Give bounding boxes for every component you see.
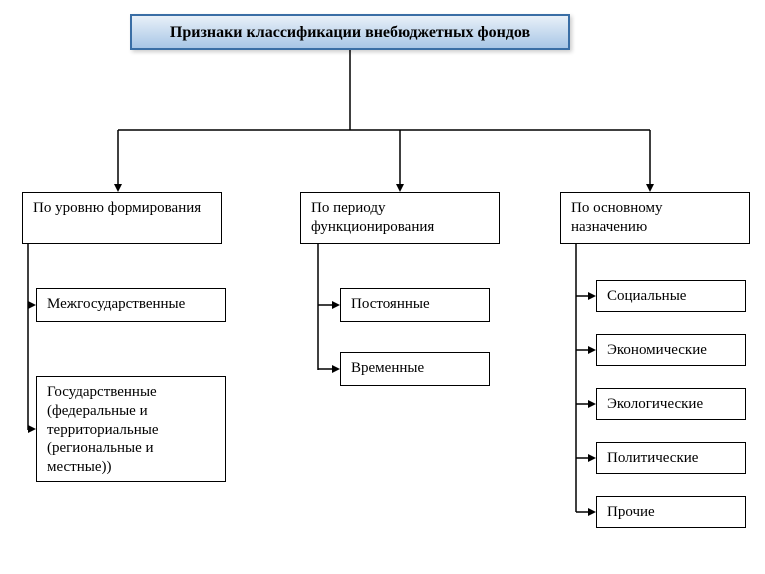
branch-header: По уровню формирования [22, 192, 222, 244]
leaf-node: Временные [340, 352, 490, 386]
leaf-node: Экономические [596, 334, 746, 366]
leaf-node: Государственные (федеральные и территори… [36, 376, 226, 482]
leaf-text: Политические [607, 450, 698, 466]
leaf-text: Межгосударственные [47, 296, 185, 312]
leaf-text: Государственные (федеральные и территори… [47, 384, 159, 475]
branch-header-text: По уровню формирования [33, 200, 201, 216]
leaf-text: Временные [351, 360, 424, 376]
leaf-node: Политические [596, 442, 746, 474]
leaf-text: Постоянные [351, 296, 430, 312]
branch-header: По основному назначению [560, 192, 750, 244]
leaf-node: Межгосударственные [36, 288, 226, 322]
leaf-node: Социальные [596, 280, 746, 312]
branch-header: По периоду функционирования [300, 192, 500, 244]
branch-header-text: По периоду функционирования [311, 200, 434, 235]
branch-header-text: По основному назначению [571, 200, 662, 235]
leaf-text: Прочие [607, 504, 655, 520]
leaf-text: Социальные [607, 288, 686, 304]
leaf-node: Постоянные [340, 288, 490, 322]
leaf-text: Экономические [607, 342, 707, 358]
leaf-node: Экологические [596, 388, 746, 420]
title-box: Признаки классификации внебюджетных фонд… [130, 14, 570, 50]
leaf-node: Прочие [596, 496, 746, 528]
title-text: Признаки классификации внебюджетных фонд… [170, 24, 530, 41]
leaf-text: Экологические [607, 396, 703, 412]
